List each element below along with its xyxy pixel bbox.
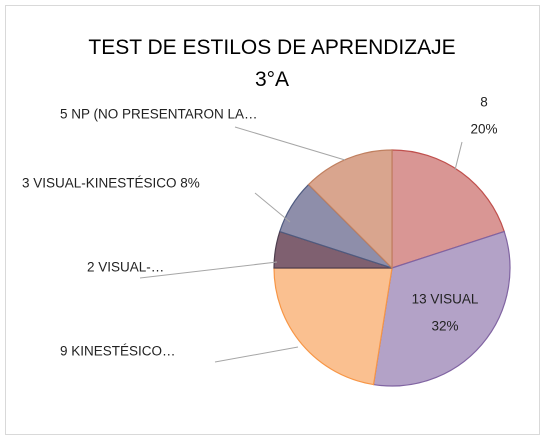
leader-line [139,261,278,279]
chart-title: TEST DE ESTILOS DE APRENDIZAJE 3°A [88,36,456,91]
data-label: 9 KINESTÉSICO… [60,344,176,359]
pie-slice [372,230,511,387]
chart-frame [5,5,540,435]
pie-slice [307,149,393,270]
data-label: 13 VISUAL [412,292,479,307]
data-label: 5 NP (NO PRESENTARON LA… [60,107,258,122]
pie-slice [273,267,393,386]
data-label: 8 [480,95,488,110]
leader-line [234,126,346,161]
data-label: 32% [431,319,458,334]
leader-line [454,141,463,171]
data-label: 2 VISUAL-… [87,260,164,275]
data-label: 3 VISUAL-KINESTÉSICO 8% [22,176,200,191]
leader-line [214,346,299,363]
leader-line [254,192,291,223]
data-label: 20% [470,122,497,137]
pie-slice [391,149,505,269]
